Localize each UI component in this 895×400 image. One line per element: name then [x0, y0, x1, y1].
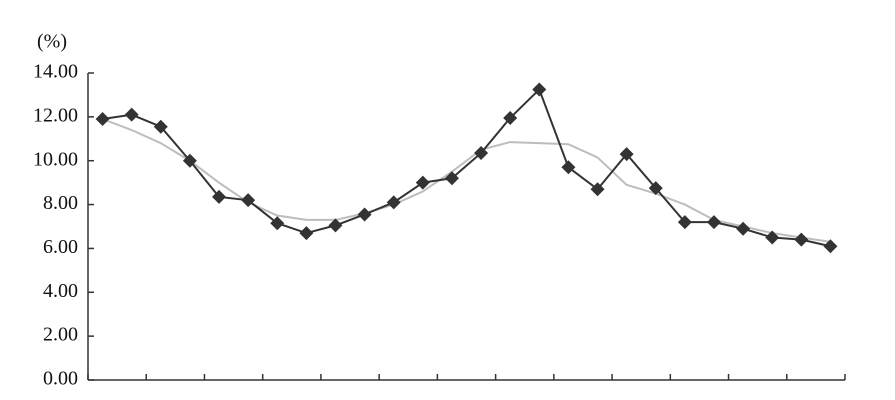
data-point — [182, 153, 197, 168]
data-point — [706, 215, 721, 230]
data-point — [95, 112, 110, 127]
data-point — [415, 175, 430, 190]
data-point — [677, 215, 692, 230]
data-point — [736, 221, 751, 236]
y-tick-label: 10.00 — [33, 148, 78, 170]
data-point — [444, 171, 459, 186]
y-tick-label: 12.00 — [33, 104, 78, 126]
y-axis-unit: (%) — [37, 31, 67, 53]
y-tick-label: 2.00 — [43, 324, 78, 346]
data-point — [503, 110, 518, 125]
data-point — [212, 189, 227, 204]
data-point — [590, 182, 605, 197]
data-point — [299, 226, 314, 241]
data-point — [474, 146, 489, 161]
data-point — [794, 232, 809, 247]
data-point — [241, 193, 256, 208]
data-point — [561, 160, 576, 175]
y-tick-label: 4.00 — [43, 280, 78, 302]
y-tick-label: 14.00 — [33, 61, 78, 83]
data-point — [532, 82, 547, 97]
y-tick-label: 6.00 — [43, 236, 78, 258]
y-tick-label: 8.00 — [43, 192, 78, 214]
data-point — [823, 239, 838, 254]
data-point — [357, 207, 372, 222]
data-point — [124, 107, 139, 122]
data-point — [153, 119, 168, 134]
series-line — [102, 88, 831, 248]
data-point — [386, 195, 401, 210]
series-line — [102, 118, 831, 243]
data-point — [328, 218, 343, 233]
data-point — [648, 181, 663, 196]
data-point — [619, 147, 634, 162]
y-tick-label: 0.00 — [43, 368, 78, 390]
data-point — [765, 230, 780, 245]
data-point — [270, 216, 285, 231]
